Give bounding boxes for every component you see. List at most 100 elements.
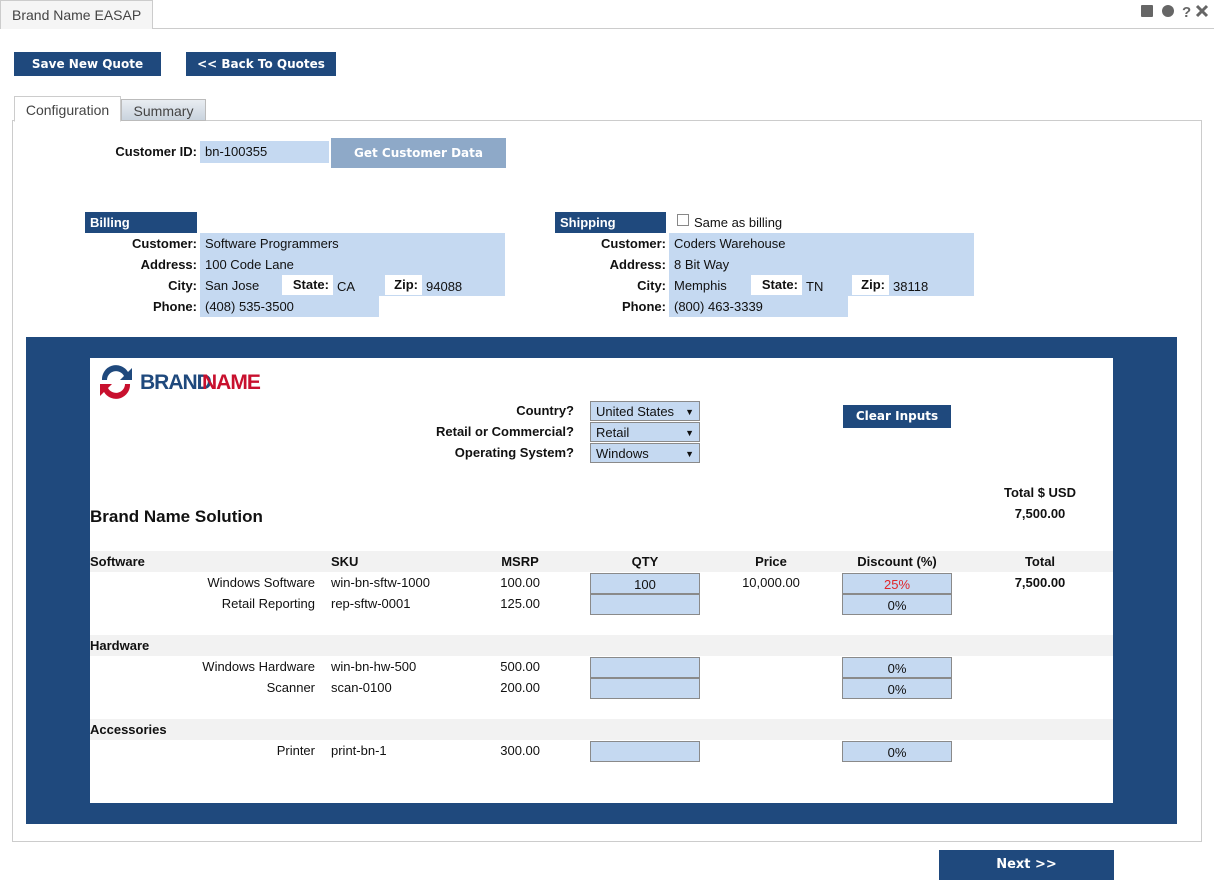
column-header: QTY (631, 554, 659, 569)
item-msrp: 125.00 (500, 596, 540, 611)
state-value: CA (337, 279, 356, 294)
qty-input[interactable] (590, 741, 700, 762)
group-row (90, 551, 1113, 572)
discount-input[interactable]: 0% (842, 678, 952, 699)
item-total: 7,500.00 (1014, 575, 1066, 590)
state-label: State: (751, 275, 802, 295)
discount-input[interactable]: 25% (842, 573, 952, 594)
discount-input[interactable]: 0% (842, 657, 952, 678)
item-msrp: 200.00 (500, 680, 540, 695)
close-icon[interactable] (1195, 4, 1209, 18)
item-name: Retail Reporting (221, 596, 315, 611)
field-value[interactable]: Software Programmers (200, 233, 505, 254)
item-name: Windows Software (207, 575, 315, 590)
field-label: Address: (140, 257, 197, 272)
item-name: Scanner (266, 680, 315, 695)
field-value[interactable]: 100 Code Lane (200, 254, 505, 275)
save-icon[interactable] (1141, 5, 1153, 17)
toolbar-icons: ? (1141, 4, 1209, 19)
option-select[interactable]: United States ▼ (590, 401, 700, 421)
total-value: 7,500.00 (1014, 506, 1066, 521)
column-header: Price (755, 554, 787, 569)
item-msrp: 100.00 (500, 575, 540, 590)
qty-input[interactable] (590, 657, 700, 678)
column-header: Total (1024, 554, 1056, 569)
qty-input[interactable]: 100 (590, 573, 700, 594)
field-value[interactable]: (800) 463-3339 (669, 296, 848, 317)
address-header: Billing (85, 212, 197, 233)
help-icon[interactable]: ? (1182, 4, 1191, 19)
customer-id-label: Customer ID: (115, 144, 197, 159)
group-row (90, 635, 1113, 656)
group-name: Accessories (90, 722, 167, 737)
logo-name: NAME (202, 371, 261, 394)
item-sku: print-bn-1 (331, 743, 387, 758)
zip-label: Zip: (852, 275, 889, 295)
field-label: Customer: (131, 236, 197, 251)
item-msrp: 300.00 (500, 743, 540, 758)
item-price: 10,000.00 (742, 575, 800, 590)
logo-icon (100, 365, 132, 399)
dropdown-arrow: ▼ (685, 449, 694, 459)
zip-value: 38118 (893, 279, 929, 294)
zip-value: 94088 (426, 279, 463, 294)
same-as-billing-label: Same as billing (694, 215, 783, 230)
item-sku: scan-0100 (331, 680, 392, 695)
field-label: City: (168, 278, 197, 293)
content-panel (12, 120, 1202, 842)
field-value[interactable]: Memphis (669, 275, 974, 296)
field-value[interactable]: 8 Bit Way (669, 254, 974, 275)
field-label: Phone: (152, 299, 197, 314)
group-name: Software (90, 554, 145, 569)
tab-configuration[interactable]: Configuration (14, 96, 121, 122)
zip-label: Zip: (385, 275, 422, 295)
qty-input[interactable] (590, 678, 700, 699)
option-select[interactable]: Windows ▼ (590, 443, 700, 463)
dropdown-arrow: ▼ (685, 428, 694, 438)
field-label: Address: (609, 257, 666, 272)
option-label: Operating System? (454, 445, 574, 460)
column-header: Discount (%) (857, 554, 937, 569)
field-value[interactable]: San Jose (200, 275, 505, 296)
option-select[interactable]: Retail ▼ (590, 422, 700, 442)
field-label: City: (637, 278, 666, 293)
back-button[interactable]: << Back To Quotes (186, 52, 336, 76)
option-label: Retail or Commercial? (436, 424, 574, 439)
get-customer-button[interactable]: Get Customer Data (331, 138, 506, 168)
group-name: Hardware (90, 638, 150, 653)
column-header: SKU (331, 554, 359, 569)
settings-icon[interactable] (1162, 5, 1174, 17)
solution-title: Brand Name Solution (90, 507, 263, 526)
column-header: MSRP (501, 554, 539, 569)
state-label: State: (282, 275, 333, 295)
logo-brand: BRAND (140, 371, 212, 394)
next-button[interactable]: Next >> (939, 850, 1114, 880)
item-name: Windows Hardware (202, 659, 315, 674)
same-as-billing-checkbox[interactable] (677, 214, 689, 226)
clear-inputs-button[interactable]: Clear Inputs (843, 405, 951, 428)
discount-input[interactable]: 0% (842, 594, 952, 615)
option-label: Country? (516, 403, 574, 418)
field-label: Phone: (621, 299, 666, 314)
field-label: Customer: (600, 236, 666, 251)
item-msrp: 500.00 (500, 659, 540, 674)
address-header: Shipping (555, 212, 666, 233)
dropdown-arrow: ▼ (685, 407, 694, 417)
top-rule (0, 28, 1214, 29)
item-sku: win-bn-hw-500 (331, 659, 417, 674)
field-value[interactable]: Coders Warehouse (669, 233, 974, 254)
total-label: Total $ USD (1004, 485, 1076, 500)
app-tab[interactable]: Brand Name EASAP (0, 0, 153, 29)
discount-input[interactable]: 0% (842, 741, 952, 762)
qty-input[interactable] (590, 594, 700, 615)
customer-id-input[interactable]: bn-100355 (200, 141, 329, 163)
state-value: TN (806, 279, 824, 294)
item-name: Printer (276, 743, 315, 758)
tab-summary[interactable]: Summary (121, 99, 206, 121)
field-value[interactable]: (408) 535-3500 (200, 296, 379, 317)
save-button[interactable]: Save New Quote (14, 52, 161, 76)
item-sku: rep-sftw-0001 (331, 596, 411, 611)
item-sku: win-bn-sftw-1000 (331, 575, 430, 590)
group-row (90, 719, 1113, 740)
